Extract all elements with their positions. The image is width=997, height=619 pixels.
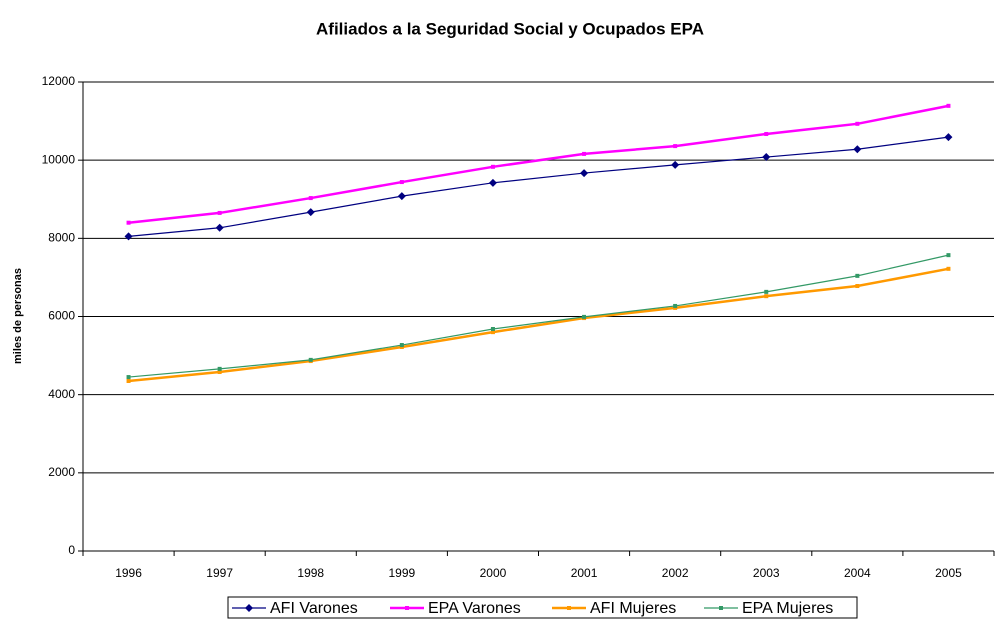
point [217, 210, 222, 215]
point [582, 314, 587, 319]
y-tick-label: 10000 [42, 152, 76, 166]
point [946, 253, 951, 258]
point [580, 169, 589, 178]
point [397, 192, 406, 201]
legend-label: EPA Mujeres [742, 600, 833, 617]
point [855, 284, 860, 289]
chart-title: Afiliados a la Seguridad Social y Ocupad… [316, 19, 704, 38]
point [855, 121, 860, 126]
point [399, 343, 404, 348]
point [490, 327, 495, 332]
point [673, 144, 678, 149]
point [762, 153, 771, 162]
point [126, 375, 131, 380]
point [490, 164, 495, 169]
point [399, 180, 404, 185]
point [124, 232, 133, 241]
x-tick-label: 2000 [480, 566, 507, 580]
series-line [128, 136, 949, 237]
legend-box [227, 596, 858, 619]
series-line [128, 267, 949, 383]
y-tick-label: 6000 [48, 309, 75, 323]
point [855, 273, 860, 278]
point [946, 103, 951, 108]
x-tick-label: 2002 [662, 566, 689, 580]
legend-marker [245, 604, 253, 612]
x-tick-label: 1996 [115, 566, 142, 580]
point [217, 369, 222, 374]
legend-marker [405, 606, 409, 610]
legend-marker [567, 606, 571, 610]
point [215, 223, 224, 232]
x-tick-label: 1999 [388, 566, 415, 580]
x-tick-label: 1998 [297, 566, 324, 580]
x-tick-label: 1997 [206, 566, 233, 580]
point [673, 303, 678, 308]
point [308, 357, 313, 362]
point [582, 151, 587, 156]
point [853, 145, 862, 154]
point [764, 294, 769, 299]
series-line [128, 104, 949, 224]
legend-label: AFI Varones [270, 600, 358, 617]
point [308, 196, 313, 201]
legend-label: AFI Mujeres [590, 600, 676, 617]
point [126, 220, 131, 225]
x-tick-label: 2003 [753, 566, 780, 580]
point [126, 378, 131, 383]
point [217, 366, 222, 371]
series-line [128, 254, 949, 378]
point [488, 178, 497, 187]
point [671, 160, 680, 169]
point [764, 289, 769, 294]
x-tick-label: 2004 [844, 566, 871, 580]
y-tick-label: 4000 [48, 387, 75, 401]
point [946, 266, 951, 271]
point [764, 131, 769, 136]
point [306, 208, 315, 217]
legend-marker [719, 606, 723, 610]
y-tick-label: 2000 [48, 465, 75, 479]
y-tick-label: 8000 [48, 231, 75, 245]
y-axis-label: miles de personas [12, 268, 24, 364]
x-tick-label: 2005 [935, 566, 962, 580]
y-tick-label: 12000 [42, 74, 76, 88]
legend-label: EPA Varones [428, 600, 521, 617]
y-tick-label: 0 [68, 543, 75, 557]
point [944, 133, 953, 142]
point [490, 330, 495, 335]
x-tick-label: 2001 [571, 566, 598, 580]
